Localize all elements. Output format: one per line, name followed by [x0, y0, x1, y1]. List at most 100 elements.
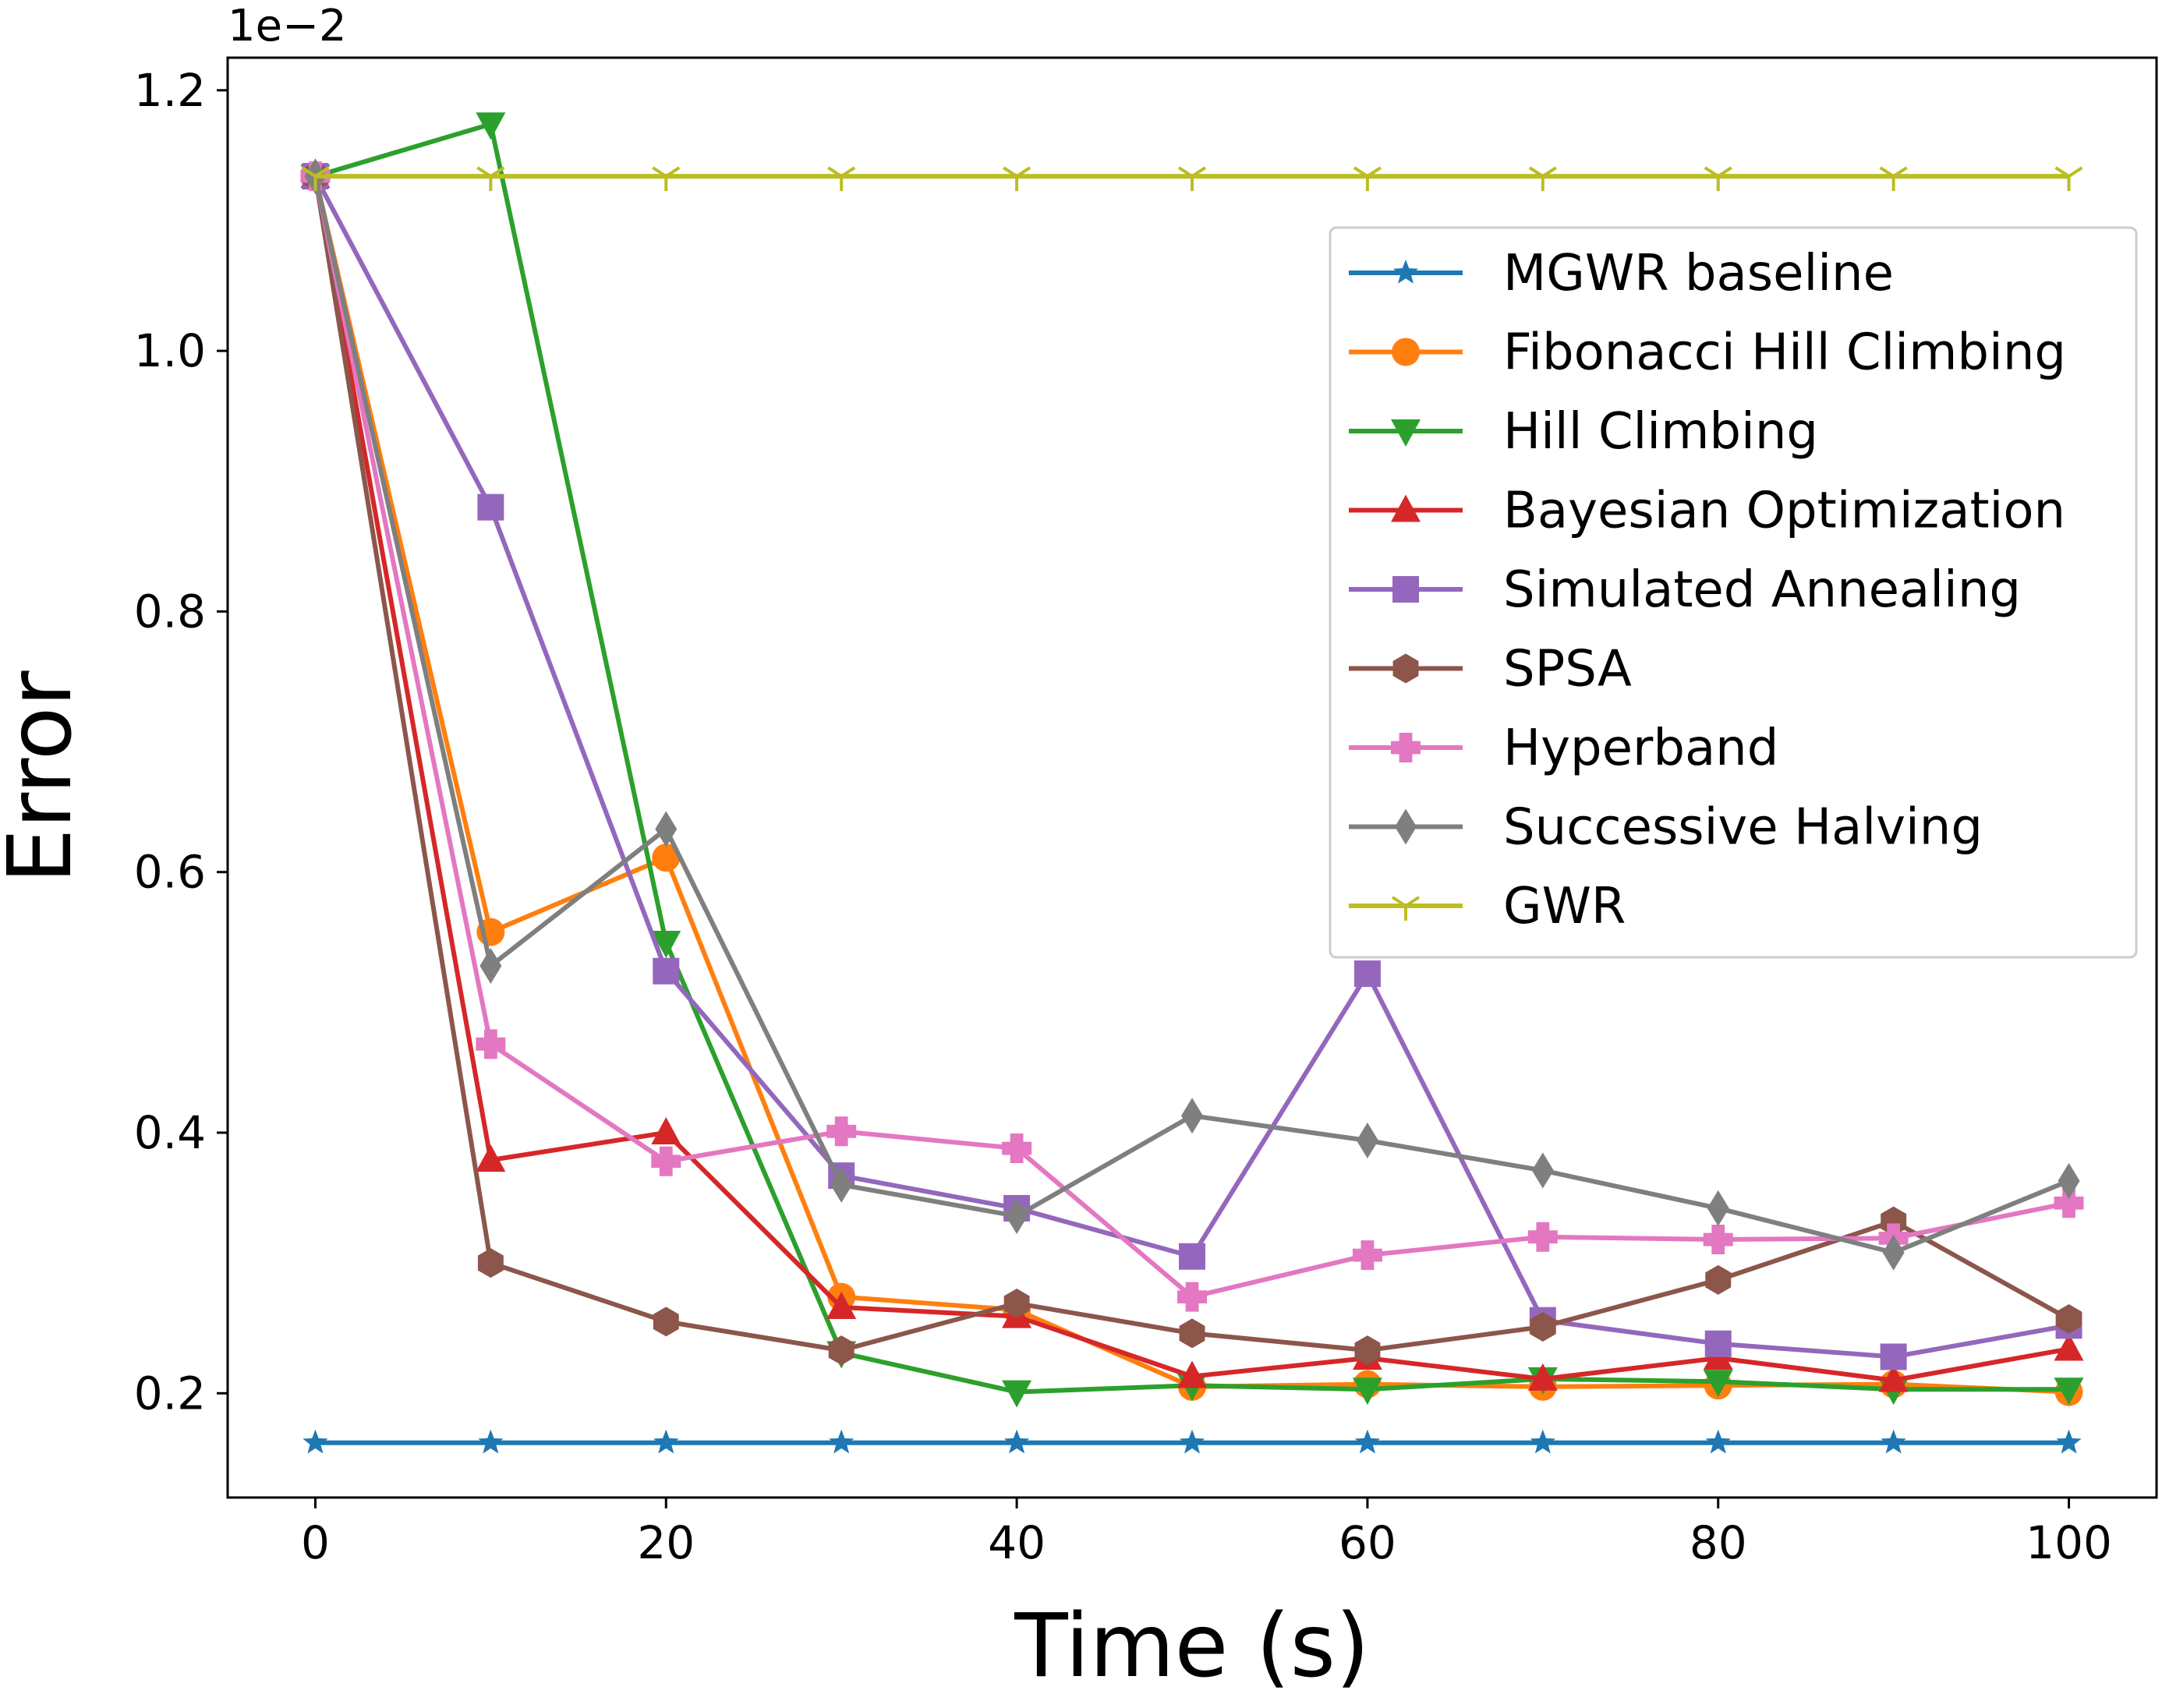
data-point — [1391, 494, 1421, 522]
legend-label: Hill Climbing — [1503, 403, 1818, 461]
data-point — [1392, 653, 1419, 684]
data-point — [653, 1307, 679, 1337]
data-point — [1352, 1377, 1382, 1406]
data-point — [478, 1429, 504, 1454]
data-point — [1177, 1360, 1207, 1388]
data-point — [1531, 1152, 1554, 1189]
data-point — [1354, 1335, 1381, 1366]
legend-entry: Simulated Annealing — [1349, 561, 2021, 619]
y-axis-scale-label: 1e−2 — [228, 1, 347, 51]
data-point — [827, 166, 856, 192]
x-tick-label: 40 — [988, 1516, 1046, 1569]
data-point — [1882, 1234, 1905, 1271]
data-point — [828, 1335, 855, 1366]
y-axis: 0.2 0.4 0.6 0.8 1.0 1.2 — [134, 64, 228, 1420]
data-point — [2056, 1304, 2082, 1335]
x-tick-label: 60 — [1339, 1516, 1396, 1569]
data-point — [476, 1144, 506, 1172]
x-tick-label: 100 — [2026, 1516, 2112, 1569]
data-point — [1002, 1133, 1032, 1164]
data-point — [1880, 1343, 1907, 1370]
data-point — [1179, 1318, 1205, 1349]
data-point — [653, 957, 680, 985]
legend-label: GWR — [1503, 878, 1626, 935]
data-point — [1527, 1222, 1558, 1252]
legend-label: Bayesian Optimization — [1503, 483, 2065, 540]
data-point — [2054, 1377, 2084, 1406]
data-point — [303, 1429, 328, 1454]
data-point — [1354, 1429, 1381, 1454]
data-point — [1003, 166, 1031, 192]
x-axis-label: Time (s) — [1014, 1596, 1369, 1697]
data-point — [1704, 166, 1732, 192]
data-point — [476, 112, 506, 140]
data-point — [1179, 1243, 1205, 1270]
data-point — [1530, 1429, 1555, 1454]
series — [301, 166, 2083, 192]
data-point — [476, 1029, 506, 1059]
data-point — [829, 1429, 855, 1454]
plot-area-frame — [226, 56, 2158, 1499]
data-point — [1395, 808, 1417, 845]
y-axis-label: Error — [0, 670, 91, 884]
data-point — [1181, 1098, 1203, 1134]
legend-entry: GWR — [1349, 878, 1626, 935]
data-point — [477, 1248, 504, 1278]
data-point — [1179, 1429, 1205, 1454]
data-point — [655, 811, 678, 847]
series-markers — [301, 166, 2083, 192]
data-point — [1528, 166, 1557, 192]
data-point — [1704, 1330, 1732, 1357]
legend-label: Fibonacci Hill Climbing — [1503, 324, 2066, 382]
legend-entry: Bayesian Optimization — [1349, 483, 2065, 540]
legend-label: Hyperband — [1503, 720, 1778, 777]
data-point — [1352, 1240, 1382, 1271]
data-point — [2054, 166, 2083, 192]
data-point — [1527, 1363, 1558, 1391]
y-tick-label: 0.6 — [134, 846, 206, 899]
data-point — [651, 930, 681, 958]
data-point — [1879, 166, 1908, 192]
legend-entry: Hyperband — [1349, 720, 1778, 777]
legend: MGWR baseline Fibonacci Hill Climbing Hill… — [1329, 226, 2138, 959]
y-tick-label: 0.8 — [134, 585, 206, 638]
legend-entry: Fibonacci Hill Climbing — [1349, 324, 2066, 382]
data-point — [1391, 896, 1421, 921]
data-point — [652, 166, 681, 192]
legend-label: MGWR baseline — [1503, 245, 1894, 302]
data-point — [1703, 1225, 1733, 1255]
legend-entry: SPSA — [1349, 641, 1632, 698]
data-point — [1003, 1288, 1030, 1318]
data-point — [653, 1429, 679, 1454]
data-point — [1006, 1197, 1028, 1234]
x-tick-label: 80 — [1690, 1516, 1747, 1569]
data-point — [1356, 1123, 1378, 1159]
legend-entry: MGWR baseline — [1349, 245, 1894, 302]
data-point — [1707, 1190, 1729, 1226]
data-point — [1002, 1380, 1032, 1408]
y-tick-label: 0.4 — [134, 1106, 206, 1159]
data-point — [2054, 1188, 2084, 1218]
series — [304, 158, 2080, 1271]
data-point — [1705, 1429, 1731, 1454]
data-point — [1392, 576, 1419, 603]
data-point — [826, 1291, 857, 1319]
data-point — [1003, 1429, 1030, 1454]
x-tick-label: 20 — [637, 1516, 695, 1569]
data-point — [651, 1146, 681, 1176]
data-point — [1530, 1312, 1556, 1342]
x-tick-label: 0 — [301, 1516, 330, 1569]
series-markers — [303, 1429, 2082, 1454]
series-layer — [300, 112, 2084, 1454]
data-point — [479, 948, 502, 985]
series — [303, 1429, 2082, 1454]
data-point — [2054, 1333, 2084, 1361]
y-tick-label: 1.2 — [134, 64, 206, 117]
data-point — [1391, 733, 1421, 762]
y-tick-label: 0.2 — [134, 1367, 206, 1420]
data-point — [476, 166, 505, 192]
data-point — [301, 166, 330, 192]
data-point — [1705, 1264, 1732, 1295]
